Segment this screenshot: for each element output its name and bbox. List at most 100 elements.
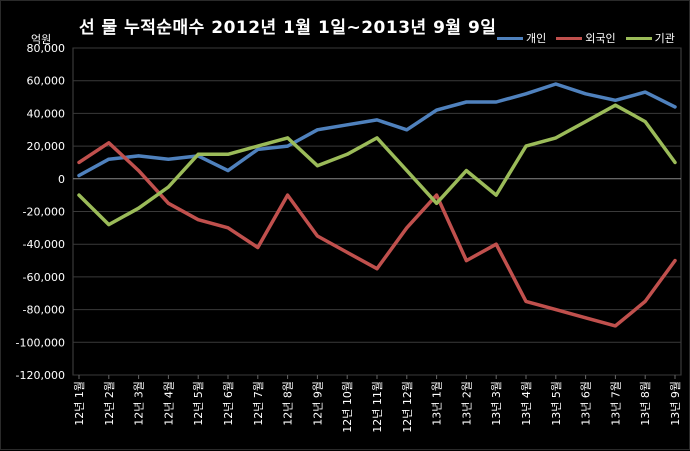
y-tick-label: -120,000: [16, 369, 65, 382]
data-point: [584, 92, 588, 96]
data-point: [226, 152, 230, 156]
data-point: [345, 152, 349, 156]
data-point: [166, 185, 170, 189]
data-point: [345, 123, 349, 127]
x-tick-label: 13년 7월: [609, 381, 622, 426]
legend-item: 기관: [625, 31, 675, 45]
data-point: [137, 154, 141, 158]
chart-title: 선 물 누적순매수 2012년 1월 1일~2013년 9월 9일: [79, 18, 497, 38]
legend-label: 외국인: [585, 32, 616, 45]
x-tick-label: 13년 2월: [460, 381, 473, 426]
data-point: [524, 299, 528, 303]
y-tick-label: 40,000: [27, 107, 66, 120]
data-point: [375, 118, 379, 122]
x-tick-label: 12년 7월: [252, 381, 265, 426]
data-point: [524, 144, 528, 148]
y-tick-label: 20,000: [27, 140, 66, 153]
data-point: [494, 100, 498, 104]
legend-swatch: [556, 36, 583, 40]
data-point: [196, 218, 200, 222]
data-point: [494, 242, 498, 246]
data-point: [256, 147, 260, 151]
y-tick-label: -60,000: [23, 271, 65, 284]
data-point: [435, 193, 439, 197]
data-point: [584, 316, 588, 320]
legend-item: 개인: [497, 31, 546, 45]
data-point: [226, 169, 230, 173]
data-point: [554, 308, 558, 312]
data-point: [554, 82, 558, 86]
data-point: [137, 169, 141, 173]
data-point: [494, 193, 498, 197]
x-tick-label: 12년 3월: [133, 381, 146, 426]
data-point: [405, 169, 409, 173]
data-point: [166, 201, 170, 205]
y-tick-label: -80,000: [23, 304, 65, 317]
x-tick-label: 12년 12월: [401, 381, 414, 433]
data-point: [673, 259, 677, 263]
data-point: [524, 92, 528, 96]
data-point: [77, 193, 81, 197]
legend-swatch: [497, 36, 523, 40]
y-tick-label: 60,000: [27, 75, 66, 88]
y-tick-label: -20,000: [23, 206, 65, 219]
data-point: [405, 226, 409, 230]
legend-swatch: [625, 36, 652, 40]
y-tick-label: -40,000: [23, 238, 65, 251]
data-point: [107, 223, 111, 227]
x-tick-label: 13년 3월: [490, 381, 503, 426]
x-tick-label: 13년 6월: [580, 381, 593, 426]
data-point: [286, 144, 290, 148]
x-tick-label: 13년 1월: [431, 381, 444, 426]
data-point: [464, 100, 468, 104]
x-tick-label: 13년 9월: [669, 381, 682, 426]
data-point: [643, 90, 647, 94]
data-point: [226, 226, 230, 230]
x-tick-label: 12년 9월: [311, 381, 324, 426]
data-point: [435, 108, 439, 112]
data-point: [315, 128, 319, 132]
legend-item: 외국인: [556, 31, 616, 45]
data-point: [405, 128, 409, 132]
data-point: [137, 206, 141, 210]
data-point: [584, 120, 588, 124]
data-point: [286, 136, 290, 140]
data-point: [464, 259, 468, 263]
data-point: [375, 267, 379, 271]
y-axis-unit-label: 억원: [31, 33, 52, 46]
data-point: [256, 245, 260, 249]
data-point: [315, 164, 319, 168]
x-tick-label: 13년 4월: [520, 381, 533, 426]
y-tick-label: -100,000: [16, 336, 65, 349]
data-point: [613, 98, 617, 102]
x-tick-label: 13년 5월: [550, 381, 563, 426]
x-tick-label: 12년 6월: [222, 381, 235, 426]
x-tick-label: 12년 8월: [282, 381, 295, 426]
data-point: [315, 234, 319, 238]
data-point: [196, 152, 200, 156]
data-point: [345, 250, 349, 254]
data-point: [673, 105, 677, 109]
legend: 개인 외국인 기관: [497, 31, 675, 45]
x-tick-label: 12년 1월: [73, 381, 86, 426]
y-tick-label: 80,000: [27, 42, 66, 55]
x-tick-label: 12년 11월: [371, 381, 384, 433]
y-tick-label: 0: [58, 173, 65, 186]
data-point: [613, 324, 617, 328]
data-point: [643, 299, 647, 303]
data-point: [256, 144, 260, 148]
data-point: [107, 141, 111, 145]
data-point: [643, 120, 647, 124]
x-tick-label: 12년 10월: [341, 381, 354, 433]
legend-label: 개인: [526, 32, 547, 45]
data-point: [613, 103, 617, 107]
data-point: [673, 160, 677, 164]
x-tick-label: 12년 4월: [162, 381, 175, 426]
data-point: [464, 169, 468, 173]
x-tick-label: 12년 5월: [192, 381, 205, 426]
data-point: [166, 157, 170, 161]
data-point: [107, 157, 111, 161]
x-tick-label: 12년 2월: [103, 381, 116, 426]
